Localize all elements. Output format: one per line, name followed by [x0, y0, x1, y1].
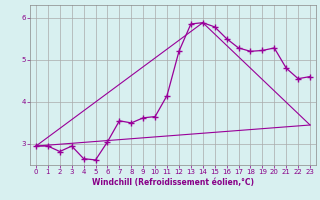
X-axis label: Windchill (Refroidissement éolien,°C): Windchill (Refroidissement éolien,°C)	[92, 178, 254, 187]
